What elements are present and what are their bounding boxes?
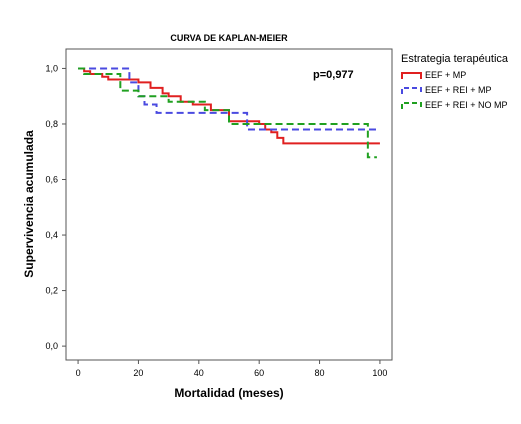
x-tick-label: 100: [372, 368, 387, 378]
chart-title: CURVA DE KAPLAN-MEIER: [170, 33, 288, 43]
ticks-layer: 0 20 40 60 80 100 0,0 0,2 0,4 0,6 0,8 1,0: [45, 63, 387, 378]
legend: Estrategia terapéutica EEF + MP EEF + REI…: [401, 53, 509, 110]
x-tick-label: 40: [194, 368, 204, 378]
x-axis-label: Mortalidad (meses): [174, 386, 283, 400]
x-tick-label: 20: [133, 368, 143, 378]
y-axis-label: Supervivencia acumulada: [22, 130, 36, 278]
y-tick-label: 0,8: [45, 119, 58, 129]
legend-label-3: EEF + REI + NO MP: [425, 100, 508, 110]
x-tick-label: 0: [76, 368, 81, 378]
series-layer: [78, 67, 380, 159]
plot-area: [65, 48, 393, 361]
series-line-3: [78, 67, 377, 159]
y-tick-label: 0,6: [45, 175, 58, 185]
y-tick-label: 0,2: [45, 286, 58, 296]
legend-items: EEF + MP EEF + REI + MP EEF + REI + NO MP: [401, 70, 508, 110]
legend-label-2: EEF + REI + MP: [425, 85, 492, 95]
y-tick-label: 0,0: [45, 341, 58, 351]
legend-title: Estrategia terapéutica: [401, 53, 509, 65]
legend-swatch-3: [401, 102, 422, 109]
legend-swatch-1: [401, 72, 422, 79]
p-value-annotation: p=0,977: [313, 69, 354, 81]
y-tick-label: 1,0: [45, 63, 58, 73]
x-tick-label: 60: [254, 368, 264, 378]
legend-swatch-2: [401, 87, 422, 94]
x-tick-label: 80: [315, 368, 325, 378]
legend-label-1: EEF + MP: [425, 70, 466, 80]
y-tick-label: 0,4: [45, 230, 58, 240]
